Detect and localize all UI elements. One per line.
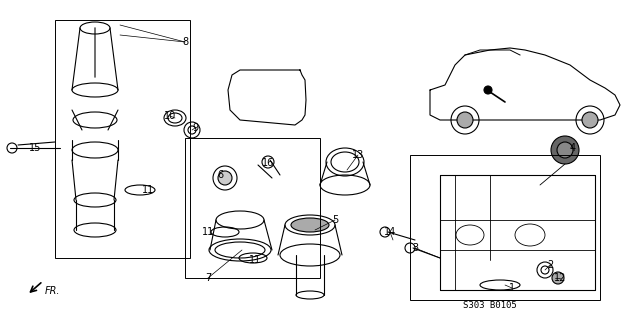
Circle shape [457, 112, 473, 128]
Text: 16: 16 [262, 158, 274, 168]
Text: 8: 8 [182, 37, 188, 47]
Text: 10: 10 [164, 111, 176, 121]
Text: 2: 2 [547, 260, 553, 270]
Text: 15: 15 [29, 143, 41, 153]
Text: S303 B0105: S303 B0105 [463, 300, 517, 309]
Text: 11: 11 [249, 255, 261, 265]
Text: 3: 3 [412, 243, 418, 253]
Text: 1: 1 [509, 283, 515, 293]
Text: 11: 11 [202, 227, 214, 237]
Circle shape [218, 171, 232, 185]
Bar [410, 155, 600, 300]
Ellipse shape [291, 218, 329, 232]
Circle shape [484, 86, 492, 94]
Text: 9: 9 [192, 123, 198, 133]
Text: 13: 13 [352, 150, 364, 160]
Bar [55, 20, 190, 258]
Circle shape [557, 142, 573, 158]
Circle shape [552, 272, 564, 284]
Bar [185, 138, 320, 278]
Text: FR.: FR. [45, 286, 61, 296]
Text: 12: 12 [554, 273, 566, 283]
Circle shape [582, 112, 598, 128]
Text: 4: 4 [570, 143, 576, 153]
Text: 14: 14 [384, 227, 396, 237]
Text: 5: 5 [332, 215, 338, 225]
Text: 11: 11 [142, 185, 154, 195]
Circle shape [551, 136, 579, 164]
Text: 6: 6 [217, 170, 223, 180]
Text: 7: 7 [205, 273, 211, 283]
